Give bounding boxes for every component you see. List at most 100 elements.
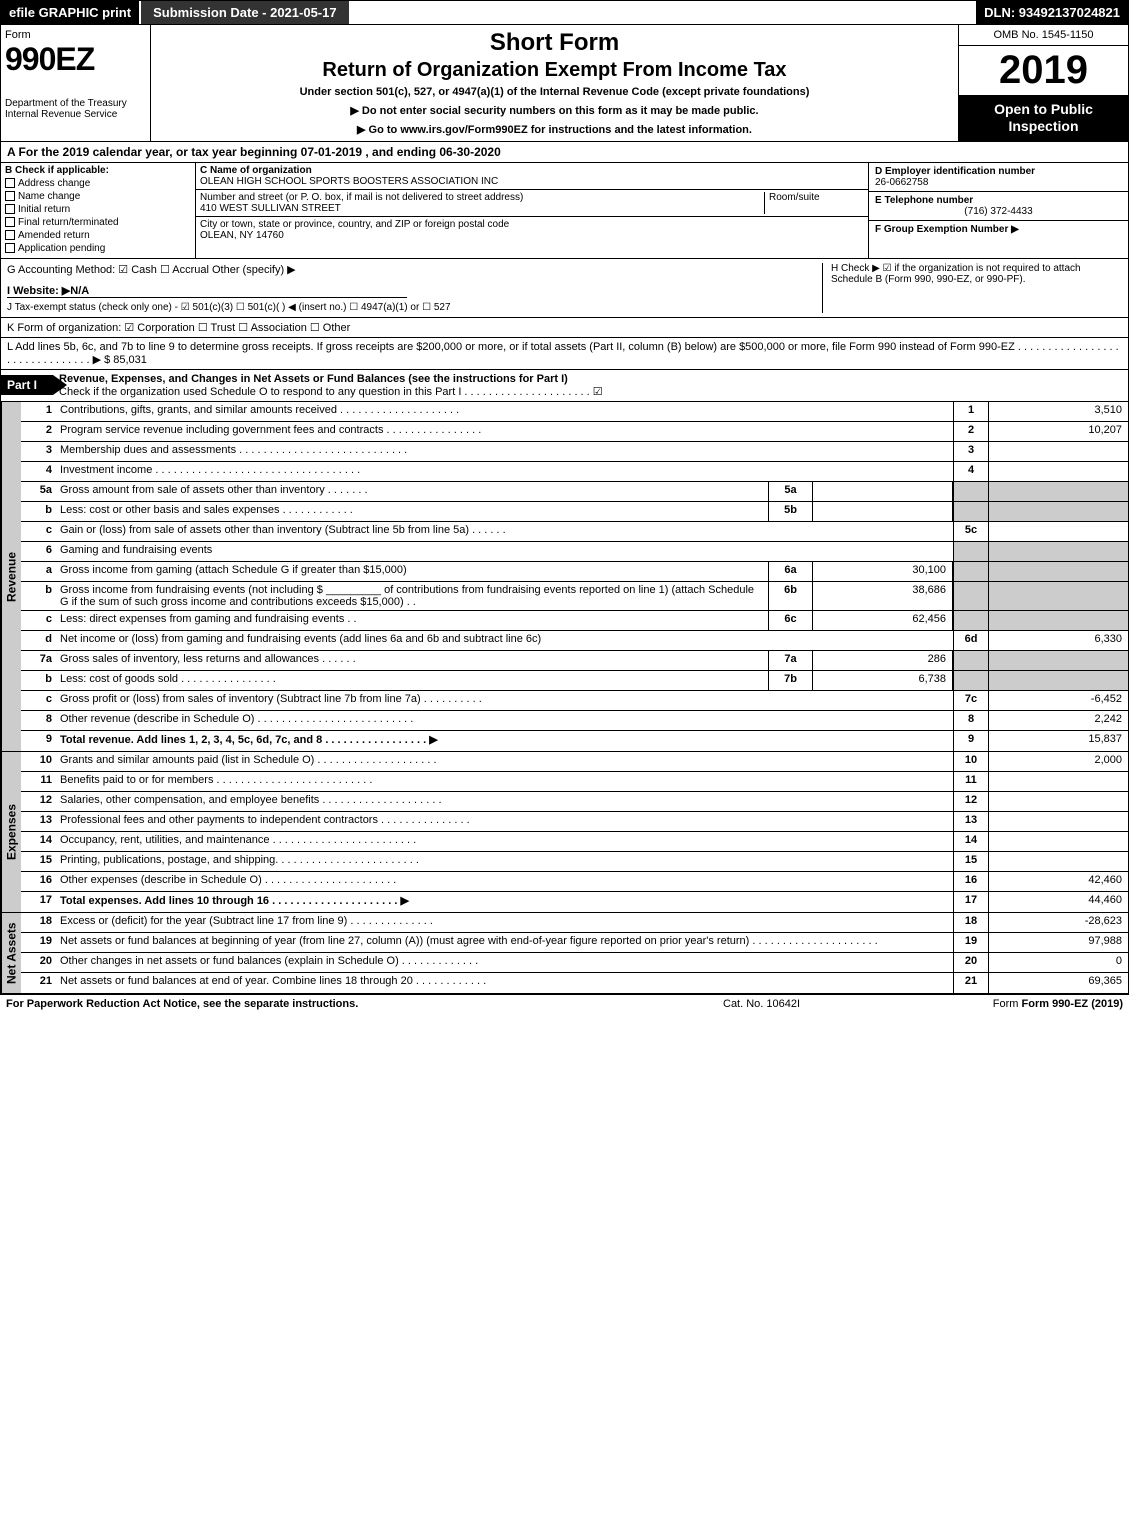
checkbox-icon (5, 230, 15, 240)
line-subnum: 6c (768, 611, 813, 630)
line-val (988, 772, 1128, 791)
line-val: 42,460 (988, 872, 1128, 891)
line-desc-bold: Total revenue. Add lines 1, 2, 3, 4, 5c,… (60, 734, 438, 746)
line-21: 21 Net assets or fund balances at end of… (21, 973, 1128, 993)
line-val-shade (988, 542, 1128, 561)
line-val: 97,988 (988, 933, 1128, 952)
city-label: City or town, state or province, country… (200, 219, 509, 230)
form-word: Form (5, 29, 146, 41)
line-5b: b Less: cost or other basis and sales ex… (21, 502, 1128, 522)
line-numcol: 5c (953, 522, 988, 541)
line-15: 15 Printing, publications, postage, and … (21, 852, 1128, 872)
goto-link-text: ▶ Go to www.irs.gov/Form990EZ for instru… (357, 124, 752, 136)
line-desc: Less: direct expenses from gaming and fu… (56, 611, 768, 630)
checkbox-icon (5, 204, 15, 214)
header-mid: Short Form Return of Organization Exempt… (151, 25, 958, 141)
org-name-cell: C Name of organization OLEAN HIGH SCHOOL… (196, 163, 868, 190)
line-16: 16 Other expenses (describe in Schedule … (21, 872, 1128, 892)
line-desc: Contributions, gifts, grants, and simila… (56, 402, 953, 421)
line-num: 8 (21, 711, 56, 730)
expenses-body: 10 Grants and similar amounts paid (list… (21, 752, 1128, 912)
line-val-shade (988, 651, 1128, 670)
chk-name[interactable]: Name change (5, 191, 191, 202)
line-numcol: 8 (953, 711, 988, 730)
line-numcol-shade (953, 542, 988, 561)
tax-year: 2019 (959, 46, 1128, 95)
box-d-e-f: D Employer identification number26-06627… (868, 163, 1128, 258)
part1-title: Revenue, Expenses, and Changes in Net As… (59, 373, 568, 385)
line-3: 3 Membership dues and assessments . . . … (21, 442, 1128, 462)
line-subnum: 7a (768, 651, 813, 670)
efile-label[interactable]: efile GRAPHIC print (1, 1, 139, 24)
top-bar: efile GRAPHIC print Submission Date - 20… (0, 0, 1129, 25)
chk-final[interactable]: Final return/terminated (5, 217, 191, 228)
part1-label: Part I (1, 375, 53, 395)
line-6b: b Gross income from fundraising events (… (21, 582, 1128, 611)
line-numcol: 18 (953, 913, 988, 932)
street-cell: Number and street (or P. O. box, if mail… (200, 192, 764, 214)
line-8: 8 Other revenue (describe in Schedule O)… (21, 711, 1128, 731)
return-title: Return of Organization Exempt From Incom… (159, 59, 950, 82)
line-num: 20 (21, 953, 56, 972)
line-num: 13 (21, 812, 56, 831)
street-label: Number and street (or P. O. box, if mail… (200, 192, 523, 203)
line-numcol: 19 (953, 933, 988, 952)
line-numcol: 17 (953, 892, 988, 912)
line-desc: Program service revenue including govern… (56, 422, 953, 441)
line-4: 4 Investment income . . . . . . . . . . … (21, 462, 1128, 482)
line-val: 44,460 (988, 892, 1128, 912)
line-val: 3,510 (988, 402, 1128, 421)
line-subval (813, 502, 953, 521)
line-num: 10 (21, 752, 56, 771)
chk-initial[interactable]: Initial return (5, 204, 191, 215)
line-num: 5a (21, 482, 56, 501)
checkbox-icon (5, 191, 15, 201)
line-desc: Net assets or fund balances at beginning… (56, 933, 953, 952)
line-numcol: 11 (953, 772, 988, 791)
line-num: 15 (21, 852, 56, 871)
line-val (988, 522, 1128, 541)
line-numcol: 13 (953, 812, 988, 831)
line-numcol-shade (953, 651, 988, 670)
line-j: J Tax-exempt status (check only one) - ☑… (7, 302, 822, 313)
line-num: b (21, 502, 56, 521)
line-desc: Other expenses (describe in Schedule O) … (56, 872, 953, 891)
group-exempt-label: F Group Exemption Number ▶ (875, 224, 1019, 235)
line-subval: 6,738 (813, 671, 953, 690)
chk-address[interactable]: Address change (5, 178, 191, 189)
revenue-body: 1 Contributions, gifts, grants, and simi… (21, 402, 1128, 751)
chk-initial-label: Initial return (18, 204, 70, 215)
revenue-group: Revenue 1 Contributions, gifts, grants, … (1, 402, 1128, 752)
line-val (988, 812, 1128, 831)
expenses-group: Expenses 10 Grants and similar amounts p… (1, 752, 1128, 913)
line-val (988, 442, 1128, 461)
goto-link[interactable]: ▶ Go to www.irs.gov/Form990EZ for instru… (159, 123, 950, 136)
line-num: b (21, 671, 56, 690)
line-7b: b Less: cost of goods sold . . . . . . .… (21, 671, 1128, 691)
line-desc: Membership dues and assessments . . . . … (56, 442, 953, 461)
line-numcol-shade (953, 482, 988, 501)
chk-amended[interactable]: Amended return (5, 230, 191, 241)
line-numcol-shade (953, 611, 988, 630)
line-18: 18 Excess or (deficit) for the year (Sub… (21, 913, 1128, 933)
line-numcol-shade (953, 582, 988, 610)
line-subnum: 6b (768, 582, 813, 610)
line-num: 6 (21, 542, 56, 561)
line-val (988, 832, 1128, 851)
line-num: c (21, 691, 56, 710)
line-val: 2,000 (988, 752, 1128, 771)
line-1: 1 Contributions, gifts, grants, and simi… (21, 402, 1128, 422)
header-left: Form 990EZ Department of the Treasury In… (1, 25, 151, 141)
line-num: 4 (21, 462, 56, 481)
form-ref-bold: Form 990-EZ (2019) (1022, 998, 1123, 1010)
line-desc: Less: cost of goods sold . . . . . . . .… (56, 671, 768, 690)
line-val: 0 (988, 953, 1128, 972)
phone-label: E Telephone number (875, 195, 973, 206)
line-subnum: 6a (768, 562, 813, 581)
chk-pending[interactable]: Application pending (5, 243, 191, 254)
line-val-shade (988, 611, 1128, 630)
line-val: 6,330 (988, 631, 1128, 650)
page-footer: For Paperwork Reduction Act Notice, see … (0, 994, 1129, 1013)
short-form-title: Short Form (159, 29, 950, 57)
line-desc: Total expenses. Add lines 10 through 16 … (56, 892, 953, 912)
